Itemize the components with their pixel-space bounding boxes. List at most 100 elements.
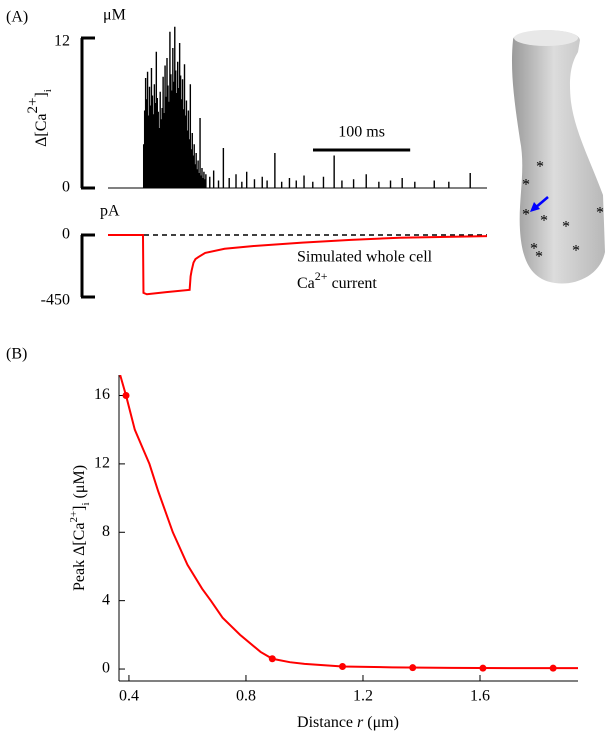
bar [152, 114, 155, 188]
bar [174, 26, 176, 188]
bar [204, 179, 206, 188]
bar [352, 179, 355, 188]
x-axis-label: Distance r (μm) [297, 714, 399, 731]
x-tick-label: 1.6 [470, 688, 490, 705]
asterisk: * [522, 177, 530, 194]
bar [148, 86, 151, 188]
y-tick-label: 16 [94, 386, 110, 403]
marker [339, 662, 347, 670]
scale-bar-label: 100 ms [338, 124, 385, 141]
asterisk: * [535, 249, 543, 266]
y-tick-label: 0 [62, 179, 70, 196]
label-part: Ca [297, 275, 315, 292]
bar [217, 180, 220, 188]
bar [151, 95, 154, 188]
x-tick-label: 1.2 [353, 688, 373, 705]
bar [201, 168, 203, 188]
bar [414, 181, 416, 188]
bar [193, 144, 195, 188]
bar [153, 84, 156, 188]
marker [549, 664, 557, 672]
bar [333, 155, 335, 188]
bar [205, 174, 207, 188]
bar [194, 164, 196, 188]
bar [191, 133, 193, 188]
bar [188, 139, 191, 188]
bar [162, 76, 164, 188]
bar [163, 113, 165, 188]
bar [159, 91, 161, 188]
bar [166, 58, 168, 188]
label-part: Δ[Ca [33, 113, 50, 146]
bar [196, 169, 198, 188]
bar [241, 181, 243, 188]
label-part: current [328, 275, 378, 292]
panel-label: (B) [6, 346, 27, 363]
bar [182, 109, 185, 188]
y-axis-label: Δ[Ca2+]i [25, 89, 53, 147]
bar [341, 180, 343, 188]
bar [245, 171, 248, 188]
asterisk: * [572, 243, 580, 260]
bar [176, 93, 178, 188]
bar [158, 128, 160, 188]
panel-label: (A) [6, 9, 28, 26]
unit-label: μM [103, 7, 126, 24]
bar [145, 99, 148, 188]
y-tick-label: 12 [54, 33, 70, 50]
label-part: Distance [297, 714, 357, 731]
label-part: 2+ [315, 269, 328, 283]
bar [183, 64, 186, 188]
label-part: i [80, 502, 92, 505]
bar [322, 176, 325, 188]
annotation: Ca2+ current [297, 269, 377, 292]
bar [280, 181, 283, 188]
y-tick-label: 4 [102, 591, 110, 608]
y-axis-label: Peak Δ[Ca2+]i (μM) [68, 465, 92, 591]
asterisk: * [530, 241, 538, 258]
bar [144, 78, 147, 188]
bar [228, 178, 230, 188]
bar [164, 65, 166, 188]
current-trace [108, 234, 488, 296]
bar [167, 85, 169, 188]
bar [143, 110, 146, 188]
bar [175, 70, 177, 188]
bar [235, 174, 237, 188]
bar [209, 176, 211, 188]
bar [186, 130, 189, 188]
bar [189, 84, 192, 188]
y-tick-label: 0 [62, 226, 70, 243]
bar [171, 90, 173, 188]
bar [180, 99, 183, 188]
bar [195, 153, 197, 188]
asterisk: * [536, 159, 544, 176]
bar [212, 170, 215, 188]
bar [155, 51, 158, 188]
bar [378, 181, 380, 188]
bar [168, 101, 170, 188]
cell-illustration: * * * * * * * * * [511, 30, 605, 284]
bar [288, 178, 291, 188]
x-tick-label: 0.8 [236, 688, 256, 705]
bar [401, 178, 403, 188]
bar [389, 180, 392, 188]
bar [178, 43, 181, 188]
bar [157, 111, 159, 188]
label-part: 2+ [68, 511, 80, 523]
bar [261, 176, 263, 188]
bar [295, 180, 297, 188]
label-part: (μm) [363, 714, 399, 731]
bar [181, 79, 184, 188]
cell [511, 30, 605, 284]
bar [160, 119, 162, 188]
bar [312, 181, 314, 188]
y-tick-label: 8 [102, 523, 110, 540]
bar [150, 68, 153, 188]
bar [200, 175, 202, 188]
bar [469, 173, 471, 188]
marker [122, 392, 130, 400]
bar [266, 180, 268, 188]
bar [142, 144, 145, 188]
